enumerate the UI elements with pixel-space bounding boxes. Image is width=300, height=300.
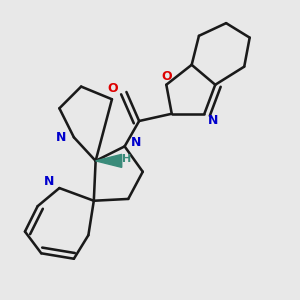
Text: N: N	[56, 131, 66, 144]
Polygon shape	[96, 154, 122, 167]
Text: O: O	[107, 82, 118, 95]
Text: H: H	[122, 154, 131, 164]
Text: N: N	[208, 114, 219, 127]
Text: N: N	[131, 136, 141, 149]
Text: O: O	[161, 70, 172, 83]
Text: N: N	[44, 175, 54, 188]
